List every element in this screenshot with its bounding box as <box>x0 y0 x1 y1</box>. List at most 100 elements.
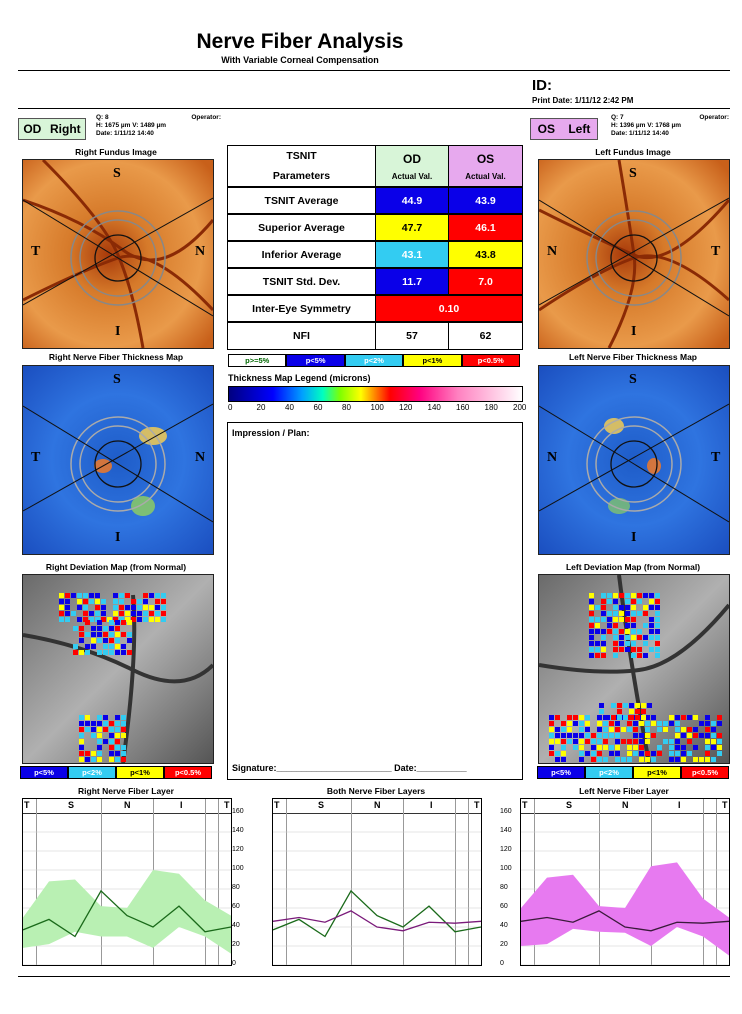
deviation-cell <box>651 733 656 738</box>
graph-sector-label: T <box>224 800 230 810</box>
deviation-cell <box>705 745 710 750</box>
deviation-cell <box>643 593 648 598</box>
both-graph-y-axis: 160 140 120 100 80 60 40 20 0 <box>500 798 520 967</box>
deviation-cell <box>555 715 560 720</box>
graph-grid-vertical <box>716 799 717 965</box>
deviation-cell <box>595 641 600 646</box>
deviation-cell <box>155 605 160 610</box>
graph-sector-header <box>23 799 231 814</box>
deviation-cell <box>107 617 112 622</box>
impression-plan-box[interactable]: Impression / Plan: Signature:___________… <box>227 422 523 780</box>
deviation-cell <box>657 727 662 732</box>
deviation-cell <box>637 629 642 634</box>
deviation-cell <box>637 647 642 652</box>
deviation-cell <box>599 703 604 708</box>
od-fundus-marker-t: T <box>31 244 41 259</box>
deviation-cell <box>103 721 108 726</box>
table-header-os-sub: Actual Val. <box>465 171 506 181</box>
y-axis-tick: 120 <box>232 846 244 853</box>
deviation-cell <box>615 727 620 732</box>
deviation-cell <box>79 739 84 744</box>
thickness-tick: 60 <box>313 403 323 412</box>
deviation-cell <box>113 617 118 622</box>
deviation-cell <box>97 757 102 762</box>
os-thickness-title: Left Nerve Fiber Thickness Map <box>568 352 697 362</box>
deviation-cell <box>143 599 148 604</box>
deviation-cell <box>675 715 680 720</box>
deviation-cell <box>591 745 596 750</box>
deviation-cell <box>91 638 96 643</box>
deviation-cell <box>649 605 654 610</box>
deviation-cell <box>639 739 644 744</box>
deviation-cell <box>585 739 590 744</box>
table-row-od-value: 47.7 <box>376 215 449 242</box>
deviation-cell <box>637 599 642 604</box>
deviation-cell <box>589 605 594 610</box>
deviation-cell <box>131 605 136 610</box>
od-dimensions: H: 1675 µm V: 1489 µm <box>96 122 166 129</box>
od-quality: Q: 8 <box>96 114 109 121</box>
deviation-cell <box>91 721 96 726</box>
deviation-cell <box>631 653 636 658</box>
deviation-cell <box>627 739 632 744</box>
deviation-cell <box>109 739 114 744</box>
y-axis-tick: 100 <box>232 865 244 872</box>
deviation-cell <box>115 632 120 637</box>
y-axis-tick: 0 <box>500 960 504 967</box>
footer-divider <box>18 976 730 977</box>
deviation-cell <box>73 626 78 631</box>
deviation-cell <box>103 727 108 732</box>
deviation-cell <box>567 715 572 720</box>
od-graph-y-axis: 160 140 120 100 80 60 40 20 0 <box>232 798 252 967</box>
deviation-cell <box>589 641 594 646</box>
deviation-cell <box>631 623 636 628</box>
deviation-legend-item: p<5% <box>20 766 68 779</box>
deviation-cell <box>663 727 668 732</box>
deviation-cell <box>627 757 632 762</box>
deviation-cell <box>613 605 618 610</box>
deviation-cell <box>121 757 126 762</box>
deviation-cell <box>655 641 660 646</box>
deviation-cell <box>103 638 108 643</box>
deviation-cell <box>65 605 70 610</box>
deviation-legend-item: p<0.5% <box>164 766 212 779</box>
deviation-cell <box>641 715 646 720</box>
nfi-od-value: 57 <box>376 323 449 349</box>
deviation-cell <box>637 611 642 616</box>
deviation-cell <box>625 629 630 634</box>
deviation-cell <box>663 739 668 744</box>
deviation-cell <box>655 629 660 634</box>
deviation-cell <box>595 629 600 634</box>
report-title: Nerve Fiber Analysis <box>196 30 404 53</box>
deviation-cell <box>609 733 614 738</box>
deviation-cell <box>79 751 84 756</box>
deviation-cell <box>669 745 674 750</box>
deviation-cell <box>637 653 642 658</box>
table-row-od-value: 44.9 <box>376 188 449 215</box>
deviation-cell <box>121 632 126 637</box>
od-deviation-title: Right Deviation Map (from Normal) <box>45 562 187 572</box>
graph-grid-vertical <box>455 799 456 965</box>
deviation-cell <box>645 727 650 732</box>
deviation-cell <box>115 739 120 744</box>
deviation-legend-item: p<5% <box>537 766 585 779</box>
deviation-cell <box>109 727 114 732</box>
y-axis-tick: 40 <box>500 922 508 929</box>
deviation-cell <box>625 647 630 652</box>
deviation-cell <box>631 605 636 610</box>
deviation-cell <box>585 727 590 732</box>
both-graph-title: Both Nerve Fiber Layers <box>326 786 426 796</box>
deviation-cell <box>109 757 114 762</box>
graph-sector-label: N <box>374 800 381 810</box>
deviation-cell <box>657 745 662 750</box>
deviation-cell <box>641 709 646 714</box>
deviation-cell <box>633 745 638 750</box>
deviation-cell <box>155 593 160 598</box>
thickness-tick: 180 <box>484 403 498 412</box>
deviation-cell <box>573 745 578 750</box>
deviation-cell <box>127 638 132 643</box>
deviation-cell <box>589 635 594 640</box>
deviation-cell <box>79 745 84 750</box>
os-quality: Q: 7 <box>611 114 624 121</box>
graph-sector-label: T <box>474 800 480 810</box>
